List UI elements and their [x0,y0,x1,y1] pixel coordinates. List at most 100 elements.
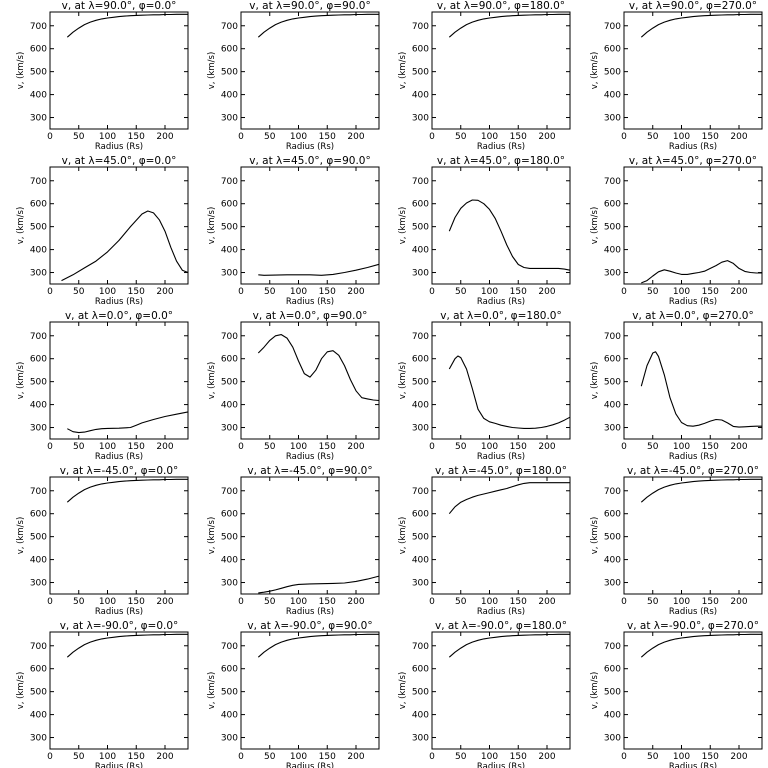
plot-frame [49,476,189,595]
y-tick-label: 500 [30,688,47,698]
y-tick-label: 300 [221,579,238,589]
panel-title: v, at λ=-90.0°, φ=90.0° [247,620,372,632]
panel-title: v, at λ=45.0°, φ=90.0° [249,155,370,167]
y-tick-label: 300 [412,424,429,434]
x-tick-label: 100 [290,132,307,142]
x-tick-label: 200 [730,132,747,142]
x-tick-label: 200 [730,442,747,452]
panel-5: v, at λ=45.0°, φ=0.0° 0 50 100 150 200 300 400 5… [16,155,189,307]
y-tick-label: 500 [30,533,47,543]
y-axis-label: v, (km/s) [398,362,408,400]
y-tick-label: 700 [412,22,429,32]
y-tick-label: 600 [604,665,621,675]
y-axis-label: v, (km/s) [207,362,217,400]
y-axis-label: v, (km/s) [16,517,26,555]
panel-title: v, at λ=0.0°, φ=90.0° [253,310,368,322]
y-tick-label: 400 [412,91,429,101]
x-tick-label: 50 [647,442,659,452]
x-tick-label: 150 [319,132,336,142]
y-tick-label: 500 [221,533,238,543]
x-tick-label: 0 [47,287,53,297]
y-tick-label: 300 [604,269,621,279]
x-axis-label: Radius (Rs) [95,297,143,307]
panel-14: v, at λ=-45.0°, φ=90.0° 0 50 100 150 200 300 40… [207,465,380,617]
x-tick-label: 0 [621,597,627,607]
x-tick-label: 50 [73,287,85,297]
x-tick-label: 150 [128,132,145,142]
velocity-curve [66,13,188,38]
panel-title: v, at λ=0.0°, φ=180.0° [440,310,561,322]
x-tick-label: 100 [290,597,307,607]
x-tick-label: 200 [730,287,747,297]
y-tick-label: 500 [604,378,621,388]
x-tick-label: 50 [73,752,85,762]
x-tick-label: 100 [290,442,307,452]
y-tick-label: 700 [604,22,621,32]
y-tick-label: 700 [604,332,621,342]
plot-frame [49,166,189,285]
y-axis-label: v, (km/s) [398,52,408,90]
x-tick-label: 0 [621,287,627,297]
x-tick-label: 50 [455,752,467,762]
x-tick-label: 0 [238,132,244,142]
y-tick-label: 500 [30,68,47,78]
panel-19: v, at λ=-90.0°, φ=180.0° 0 50 100 150 200 300 4… [398,620,571,768]
y-tick-label: 500 [221,68,238,78]
x-tick-label: 100 [673,597,690,607]
y-tick-label: 400 [221,556,238,566]
y-tick-label: 700 [30,642,47,652]
y-tick-label: 400 [604,556,621,566]
y-tick-label: 700 [30,332,47,342]
y-tick-label: 700 [30,487,47,497]
plot-frame [49,321,189,440]
plot-frame [431,166,571,285]
y-tick-label: 300 [221,114,238,124]
velocity-curve [448,482,570,515]
y-tick-label: 500 [412,378,429,388]
y-tick-label: 300 [221,269,238,279]
y-tick-label: 500 [604,533,621,543]
y-tick-label: 600 [412,510,429,520]
y-axis-label: v, (km/s) [590,207,600,245]
x-tick-label: 0 [47,442,53,452]
y-tick-label: 600 [30,510,47,520]
y-tick-label: 300 [30,269,47,279]
y-tick-label: 400 [412,246,429,256]
x-tick-label: 0 [238,287,244,297]
panel-title: v, at λ=45.0°, φ=180.0° [437,155,565,167]
y-tick-label: 300 [604,734,621,744]
velocity-curve [257,13,379,38]
y-tick-label: 300 [30,579,47,589]
y-tick-label: 500 [221,223,238,233]
panel-title: v, at λ=45.0°, φ=270.0° [629,155,757,167]
y-tick-label: 600 [412,200,429,210]
y-tick-label: 600 [604,45,621,55]
x-tick-label: 50 [264,442,276,452]
panel-17: v, at λ=-90.0°, φ=0.0° 0 50 100 150 200 300 400… [16,620,189,768]
x-tick-label: 50 [264,752,276,762]
x-axis-label: Radius (Rs) [286,762,334,768]
velocity-curve [67,411,189,434]
y-tick-label: 600 [30,355,47,365]
x-tick-label: 200 [156,287,173,297]
y-tick-label: 600 [604,355,621,365]
x-axis-label: Radius (Rs) [95,607,143,617]
x-axis-label: Radius (Rs) [669,142,717,152]
y-tick-label: 700 [412,177,429,187]
y-tick-label: 400 [30,711,47,721]
plot-frame [240,631,380,750]
y-axis-label: v, (km/s) [16,207,26,245]
x-tick-label: 50 [647,132,659,142]
y-axis-label: v, (km/s) [16,672,26,710]
x-tick-label: 200 [156,752,173,762]
y-tick-label: 300 [604,114,621,124]
y-tick-label: 300 [412,114,429,124]
y-tick-label: 400 [604,711,621,721]
x-tick-label: 0 [47,597,53,607]
panel-20: v, at λ=-90.0°, φ=270.0° 0 50 100 150 200 300 4… [590,620,763,768]
velocity-curve [258,263,380,276]
velocity-curve [448,13,570,38]
y-tick-label: 600 [412,45,429,55]
velocity-curve [257,633,379,658]
y-tick-label: 400 [221,711,238,721]
